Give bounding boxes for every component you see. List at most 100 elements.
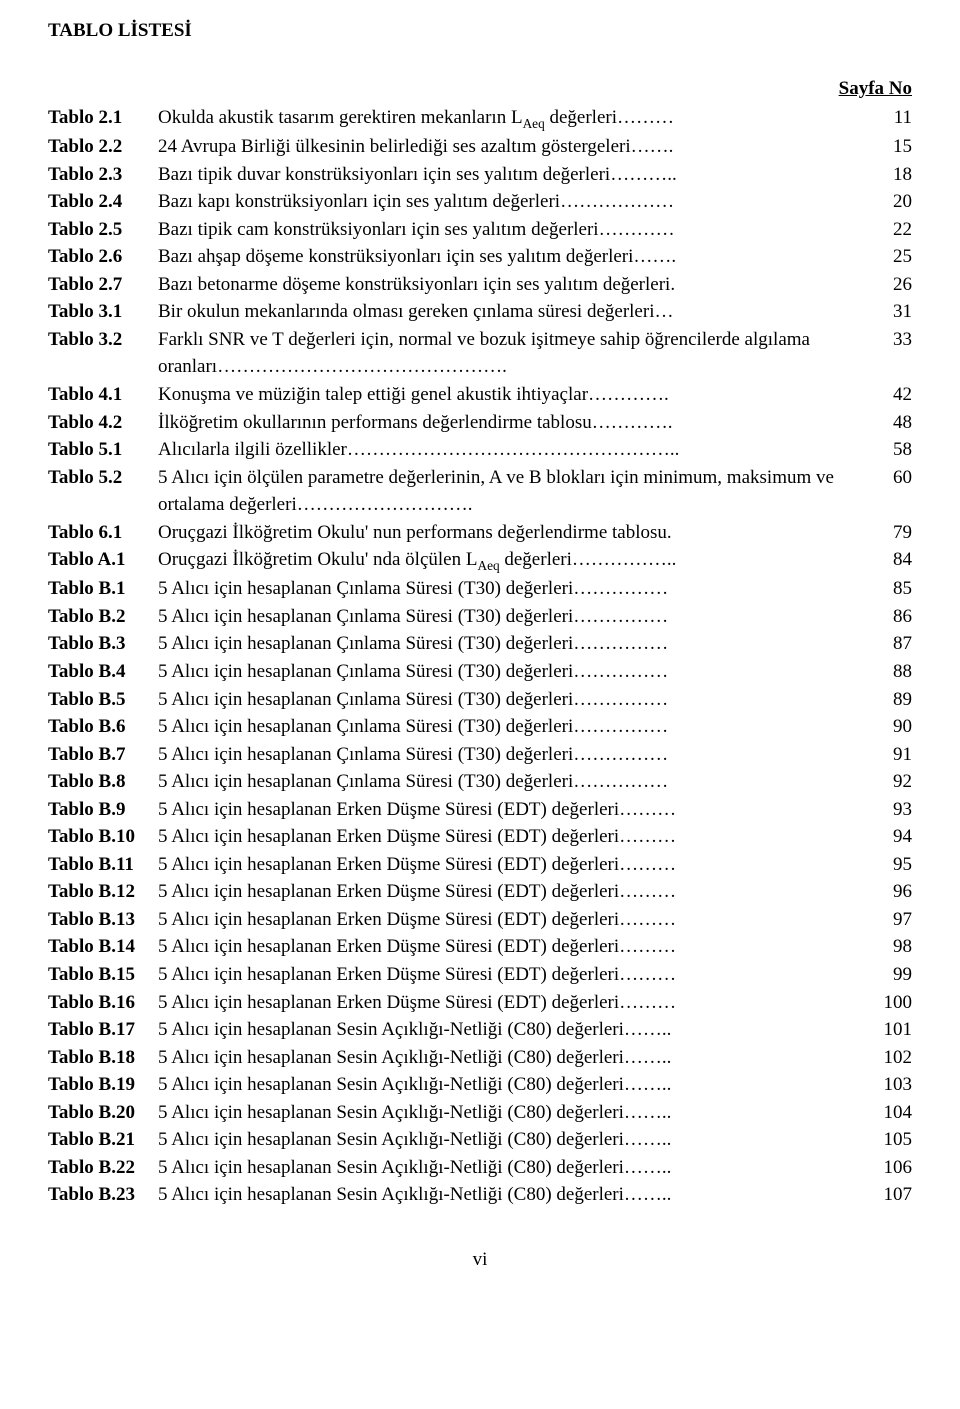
entry-description: Bazı kapı konstrüksiyonları için ses yal… [158, 188, 864, 216]
entry-page: 88 [864, 658, 912, 686]
entry-page: 58 [864, 436, 912, 464]
entry-description: 24 Avrupa Birliği ülkesinin belirlediği … [158, 133, 864, 161]
entry-description: 5 Alıcı için hesaplanan Erken Düşme Süre… [158, 961, 864, 989]
entry-description: 5 Alıcı için hesaplanan Erken Düşme Süre… [158, 989, 864, 1017]
entry-label: Tablo A.1 [48, 546, 158, 574]
entry-description: 5 Alıcı için hesaplanan Erken Düşme Süre… [158, 823, 864, 851]
entry-page: 87 [864, 630, 912, 658]
entry-page: 95 [864, 851, 912, 879]
entry-label: Tablo B.16 [48, 989, 158, 1017]
entry-description: Bir okulun mekanlarında olması gereken ç… [158, 298, 864, 326]
entry-label: Tablo 2.4 [48, 188, 158, 216]
table-row: Tablo B.155 Alıcı için hesaplanan Erken … [48, 961, 912, 989]
entry-label: Tablo 6.1 [48, 519, 158, 547]
entry-page: 79 [864, 519, 912, 547]
entry-label: Tablo 3.1 [48, 298, 158, 326]
table-row: Tablo 2.3Bazı tipik duvar konstrüksiyonl… [48, 161, 912, 189]
entry-description: 5 Alıcı için ölçülen parametre değerleri… [158, 464, 864, 519]
entry-description: İlköğretim okullarının performans değerl… [158, 409, 864, 437]
entry-page: 33 [864, 326, 912, 354]
entry-page: 100 [864, 989, 912, 1017]
entry-description: 5 Alıcı için hesaplanan Erken Düşme Süre… [158, 933, 864, 961]
entry-description: 5 Alıcı için hesaplanan Çınlama Süresi (… [158, 713, 864, 741]
entry-page: 85 [864, 575, 912, 603]
entry-page: 48 [864, 409, 912, 437]
entry-label: Tablo B.17 [48, 1016, 158, 1044]
entry-page: 105 [864, 1126, 912, 1154]
table-row: Tablo 2.6Bazı ahşap döşeme konstrüksiyon… [48, 243, 912, 271]
entry-label: Tablo B.13 [48, 906, 158, 934]
entry-page: 104 [864, 1099, 912, 1127]
entry-label: Tablo B.7 [48, 741, 158, 769]
entry-label: Tablo B.19 [48, 1071, 158, 1099]
entry-description: 5 Alıcı için hesaplanan Erken Düşme Süre… [158, 878, 864, 906]
entry-description: Alıcılarla ilgili özellikler………………………………… [158, 436, 864, 464]
entry-label: Tablo 4.2 [48, 409, 158, 437]
entry-page: 94 [864, 823, 912, 851]
entry-page: 60 [864, 464, 912, 492]
entry-label: Tablo B.12 [48, 878, 158, 906]
entry-label: Tablo B.15 [48, 961, 158, 989]
entry-description: Bazı tipik cam konstrüksiyonları için se… [158, 216, 864, 244]
entry-label: Tablo 2.3 [48, 161, 158, 189]
entry-description: Farklı SNR ve T değerleri için, normal v… [158, 326, 864, 381]
table-row: Tablo B.135 Alıcı için hesaplanan Erken … [48, 906, 912, 934]
table-row: Tablo 3.2Farklı SNR ve T değerleri için,… [48, 326, 912, 381]
entry-page: 22 [864, 216, 912, 244]
entry-label: Tablo B.18 [48, 1044, 158, 1072]
table-row: Tablo B.45 Alıcı için hesaplanan Çınlama… [48, 658, 912, 686]
entry-description: 5 Alıcı için hesaplanan Erken Düşme Süre… [158, 906, 864, 934]
entry-page: 97 [864, 906, 912, 934]
table-row: Tablo B.115 Alıcı için hesaplanan Erken … [48, 851, 912, 879]
table-row: Tablo 2.5Bazı tipik cam konstrüksiyonlar… [48, 216, 912, 244]
table-row: Tablo 2.4Bazı kapı konstrüksiyonları içi… [48, 188, 912, 216]
entry-page: 107 [864, 1181, 912, 1209]
entry-page: 90 [864, 713, 912, 741]
table-row: Tablo B.185 Alıcı için hesaplanan Sesin … [48, 1044, 912, 1072]
table-row: Tablo A.1Oruçgazi İlköğretim Okulu' nda … [48, 546, 912, 575]
entry-description: Konuşma ve müziğin talep ettiği genel ak… [158, 381, 864, 409]
entry-description: 5 Alıcı için hesaplanan Sesin Açıklığı-N… [158, 1181, 864, 1209]
entry-page: 92 [864, 768, 912, 796]
entry-label: Tablo 2.6 [48, 243, 158, 271]
entry-page: 15 [864, 133, 912, 161]
table-row: Tablo 2.7Bazı betonarme döşeme konstrüks… [48, 271, 912, 299]
table-row: Tablo B.225 Alıcı için hesaplanan Sesin … [48, 1154, 912, 1182]
table-row: Tablo B.145 Alıcı için hesaplanan Erken … [48, 933, 912, 961]
entry-label: Tablo 4.1 [48, 381, 158, 409]
entry-label: Tablo B.3 [48, 630, 158, 658]
entry-description: 5 Alıcı için hesaplanan Çınlama Süresi (… [158, 575, 864, 603]
entry-label: Tablo B.2 [48, 603, 158, 631]
entry-page: 106 [864, 1154, 912, 1182]
entry-label: Tablo B.23 [48, 1181, 158, 1209]
entry-description: 5 Alıcı için hesaplanan Sesin Açıklığı-N… [158, 1071, 864, 1099]
entry-page: 99 [864, 961, 912, 989]
entry-page: 11 [864, 104, 912, 132]
entry-page: 18 [864, 161, 912, 189]
entry-label: Tablo B.14 [48, 933, 158, 961]
entry-page: 25 [864, 243, 912, 271]
entry-description: 5 Alıcı için hesaplanan Çınlama Süresi (… [158, 768, 864, 796]
entry-label: Tablo 2.5 [48, 216, 158, 244]
table-row: Tablo B.215 Alıcı için hesaplanan Sesin … [48, 1126, 912, 1154]
entry-description: 5 Alıcı için hesaplanan Çınlama Süresi (… [158, 686, 864, 714]
entry-page: 86 [864, 603, 912, 631]
entry-page: 96 [864, 878, 912, 906]
entry-label: Tablo B.22 [48, 1154, 158, 1182]
entry-page: 20 [864, 188, 912, 216]
entry-label: Tablo 5.2 [48, 464, 158, 492]
entry-description: 5 Alıcı için hesaplanan Sesin Açıklığı-N… [158, 1154, 864, 1182]
entry-label: Tablo B.1 [48, 575, 158, 603]
table-row: Tablo 5.25 Alıcı için ölçülen parametre … [48, 464, 912, 519]
table-row: Tablo 3.1Bir okulun mekanlarında olması … [48, 298, 912, 326]
entry-description: 5 Alıcı için hesaplanan Sesin Açıklığı-N… [158, 1044, 864, 1072]
entry-page: 93 [864, 796, 912, 824]
entry-page: 26 [864, 271, 912, 299]
entry-description: 5 Alıcı için hesaplanan Erken Düşme Süre… [158, 796, 864, 824]
page-title: TABLO LİSTESİ [48, 20, 912, 42]
table-row: Tablo 4.2İlköğretim okullarının performa… [48, 409, 912, 437]
entry-label: Tablo 2.1 [48, 104, 158, 132]
entry-page: 84 [864, 546, 912, 574]
table-row: Tablo B.205 Alıcı için hesaplanan Sesin … [48, 1099, 912, 1127]
entry-description: 5 Alıcı için hesaplanan Sesin Açıklığı-N… [158, 1126, 864, 1154]
